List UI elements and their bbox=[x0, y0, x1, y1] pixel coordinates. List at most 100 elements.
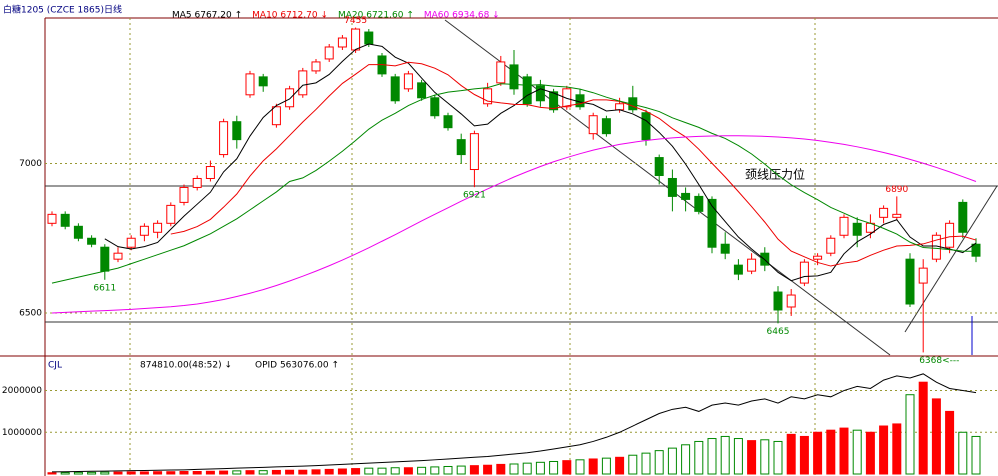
candle-body bbox=[892, 213, 902, 218]
legend-entry: MA20 6721.60 ↑ bbox=[338, 11, 414, 21]
volume-bar bbox=[139, 471, 149, 475]
candle-body bbox=[73, 225, 83, 239]
volume-bar bbox=[377, 467, 387, 475]
candle-body bbox=[918, 267, 928, 284]
candle-body bbox=[430, 97, 440, 117]
volume-bar bbox=[469, 465, 479, 475]
candle-body bbox=[100, 246, 110, 272]
volume-bar bbox=[694, 440, 704, 475]
chart-title: 白糖1205 (CZCE 1865)日线 bbox=[3, 4, 122, 16]
candle-body bbox=[588, 115, 598, 135]
y-tick-label: 1000000 bbox=[2, 428, 42, 438]
candle-body bbox=[799, 261, 809, 284]
candle-body bbox=[509, 64, 519, 90]
volume-bar bbox=[351, 468, 361, 475]
candle-body bbox=[271, 106, 281, 126]
candle-body bbox=[813, 255, 823, 260]
volume-bar bbox=[496, 463, 506, 475]
candle-body bbox=[126, 237, 136, 248]
volume-bar bbox=[535, 461, 545, 475]
volume-bar bbox=[166, 471, 176, 475]
candle-body bbox=[733, 264, 743, 275]
candle-body bbox=[786, 294, 796, 308]
volume-bar bbox=[588, 458, 598, 475]
volume-bar bbox=[219, 470, 229, 475]
ma-line bbox=[51, 135, 977, 314]
volume-bar bbox=[628, 454, 638, 475]
volume-bar bbox=[417, 466, 427, 475]
candle-body bbox=[403, 73, 413, 90]
volume-bar bbox=[324, 468, 334, 475]
extreme-label: 7455 bbox=[344, 16, 367, 26]
opid-line bbox=[51, 373, 977, 473]
candle-body bbox=[879, 207, 889, 218]
volume-bar bbox=[258, 470, 268, 475]
volume-bar bbox=[760, 439, 770, 475]
volume-bar bbox=[456, 465, 466, 475]
volume-bar bbox=[958, 431, 968, 475]
candle-body bbox=[166, 204, 176, 224]
volume-bar bbox=[522, 462, 532, 475]
volume-bar bbox=[852, 429, 862, 475]
candle-body bbox=[562, 88, 572, 108]
volume-bar bbox=[931, 398, 941, 475]
extreme-label: 6465 bbox=[767, 327, 790, 337]
ma-line bbox=[51, 83, 977, 284]
candle-body bbox=[87, 237, 97, 245]
candle-body bbox=[245, 73, 255, 96]
legend-entry: MA10 6712.70 ↓ bbox=[252, 11, 328, 21]
candle-body bbox=[852, 222, 862, 236]
volume-bar bbox=[60, 472, 70, 475]
candle-body bbox=[351, 28, 361, 51]
candle-body bbox=[153, 222, 163, 233]
volume-bar bbox=[179, 470, 189, 475]
volume-bar bbox=[813, 431, 823, 475]
volume-bar bbox=[826, 429, 836, 475]
volume-bar bbox=[47, 472, 57, 475]
candle-body bbox=[364, 31, 374, 45]
candle-body bbox=[826, 237, 836, 254]
y-tick-label: 6500 bbox=[19, 308, 42, 318]
candle-body bbox=[971, 243, 981, 257]
candle-body bbox=[232, 121, 242, 141]
candle-body bbox=[298, 70, 308, 96]
candle-body bbox=[958, 201, 968, 233]
volume-bar bbox=[786, 433, 796, 475]
candle-body bbox=[522, 76, 532, 105]
candle-body bbox=[205, 166, 215, 179]
volume-bar bbox=[879, 425, 889, 475]
volume-bar bbox=[285, 469, 295, 475]
candle-body bbox=[601, 118, 611, 135]
volume-bar bbox=[575, 459, 585, 475]
extreme-label: 6368<--- bbox=[919, 356, 959, 366]
volume-bar bbox=[483, 464, 493, 475]
volume-bar bbox=[799, 435, 809, 475]
volume-bar bbox=[100, 471, 110, 475]
annotation: 颈线压力位 bbox=[745, 167, 805, 182]
candle-body bbox=[720, 243, 730, 254]
volume-bar bbox=[615, 456, 625, 475]
candle-body bbox=[535, 85, 545, 102]
volume-bar bbox=[443, 465, 453, 475]
volume-bar bbox=[364, 467, 374, 475]
ma-line bbox=[170, 61, 977, 267]
ma-line bbox=[104, 43, 977, 282]
candle-body bbox=[839, 216, 849, 236]
candle-body bbox=[615, 103, 625, 111]
volume-bar bbox=[747, 440, 757, 475]
extreme-label: 6921 bbox=[463, 191, 486, 201]
candle-body bbox=[443, 115, 453, 129]
volume-bar bbox=[562, 460, 572, 475]
legend-entry: MA5 6767.20 ↑ bbox=[172, 11, 242, 21]
candle-body bbox=[641, 112, 651, 141]
y-tick-label: 7000 bbox=[19, 159, 42, 169]
candle-body bbox=[469, 133, 479, 171]
candle-body bbox=[139, 225, 149, 236]
candle-body bbox=[390, 76, 400, 102]
trend-line bbox=[904, 185, 998, 333]
opid-label: OPID 563076.00 ↑ bbox=[255, 361, 339, 371]
volume-bar bbox=[681, 444, 691, 475]
volume-bar bbox=[153, 471, 163, 475]
candle-body bbox=[905, 258, 915, 305]
candle-body bbox=[549, 91, 559, 111]
